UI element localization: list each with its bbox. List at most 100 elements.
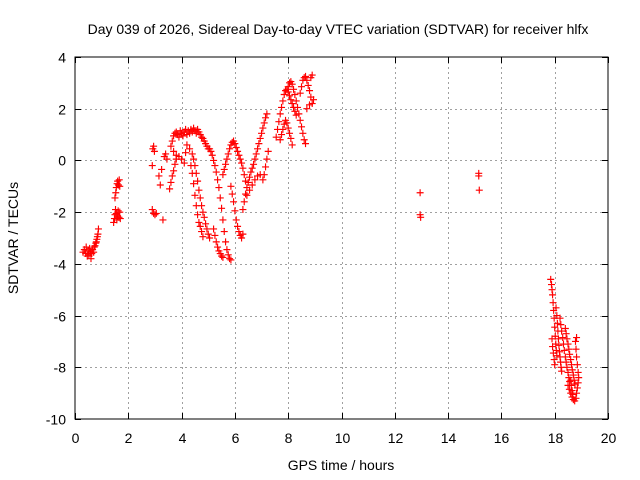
data-point: [565, 345, 573, 353]
data-point: [194, 177, 202, 185]
data-point: [224, 251, 232, 259]
data-point: [303, 105, 311, 113]
data-point: [234, 222, 242, 230]
data-point: [238, 234, 246, 242]
data-point: [275, 118, 283, 126]
data-point: [236, 155, 244, 163]
data-point: [187, 162, 195, 170]
data-point: [202, 220, 210, 228]
data-point: [547, 275, 555, 283]
data-point: [211, 162, 219, 170]
data-point: [190, 180, 198, 188]
axis-ticks: [75, 57, 609, 420]
data-point: [573, 384, 581, 392]
data-point: [573, 334, 581, 342]
data-point: [116, 215, 124, 223]
data-point: [571, 380, 579, 388]
data-point: [182, 149, 190, 157]
data-point: [206, 234, 214, 242]
y-axis-tick-labels: 4 2 0 -2 -4 -6 -8 -10: [46, 50, 66, 428]
data-point: [278, 131, 286, 139]
data-point: [559, 334, 567, 342]
data-point: [259, 176, 267, 184]
data-point: [302, 140, 310, 148]
y-tick-label: -8: [54, 360, 67, 376]
x-tick-label: 18: [548, 430, 564, 446]
data-point: [554, 335, 562, 343]
data-point: [198, 133, 206, 141]
data-point: [116, 208, 124, 216]
data-point: [259, 124, 267, 132]
data-point: [226, 255, 234, 263]
data-point: [148, 162, 156, 170]
data-point: [94, 225, 102, 233]
plot-area-frame: [74, 56, 609, 420]
chart-title: Day 039 of 2026, Sidereal Day-to-day VTE…: [88, 21, 589, 37]
data-point: [231, 207, 239, 215]
data-point: [214, 176, 222, 184]
data-point: [114, 207, 122, 215]
data-point: [227, 182, 235, 190]
data-point: [562, 358, 570, 366]
x-tick-label: 12: [388, 430, 404, 446]
data-point: [284, 124, 292, 132]
data-point: [210, 225, 218, 233]
data-point: [192, 202, 200, 210]
data-point: [548, 335, 556, 343]
data-point: [114, 181, 122, 189]
data-point: [195, 218, 203, 226]
data-point: [218, 204, 226, 212]
data-point: [573, 353, 581, 361]
data-point: [162, 150, 170, 158]
data-point: [568, 387, 576, 395]
data-point: [223, 155, 231, 163]
data-point: [82, 243, 90, 251]
data-point: [199, 233, 207, 241]
data-point: [558, 327, 566, 335]
data-point: [262, 114, 270, 122]
data-point: [151, 211, 159, 219]
data-point: [240, 171, 248, 179]
data-point: [196, 222, 204, 230]
data-point: [569, 390, 577, 398]
data-point: [561, 353, 569, 361]
data-point: [263, 110, 271, 118]
data-point: [83, 252, 91, 260]
data-point: [564, 340, 572, 348]
data-point: [212, 168, 220, 176]
data-point: [568, 366, 576, 374]
data-point: [200, 213, 208, 221]
y-tick-label: -4: [54, 257, 67, 273]
data-point: [228, 190, 236, 198]
data-point: [232, 216, 240, 224]
data-point: [163, 155, 171, 163]
data-point: [198, 228, 206, 236]
data-point: [292, 97, 300, 105]
data-point: [298, 123, 306, 131]
data-point: [306, 87, 314, 95]
data-point: [291, 90, 299, 98]
data-point: [286, 129, 294, 137]
x-tick-label: 20: [601, 430, 617, 446]
data-point: [561, 325, 569, 332]
x-axis-label: GPS time / hours: [288, 457, 395, 473]
data-point: [246, 173, 254, 181]
data-point: [231, 140, 239, 148]
data-point: [475, 172, 483, 180]
data-point: [278, 103, 286, 111]
data-point: [549, 299, 557, 307]
data-point: [290, 85, 298, 93]
data-point: [240, 198, 248, 206]
data-point: [222, 238, 230, 246]
data-point: [552, 304, 560, 312]
data-point: [170, 147, 178, 155]
data-point: [179, 132, 187, 140]
data-point: [294, 103, 302, 111]
data-point: [263, 155, 271, 163]
data-point: [299, 129, 307, 137]
data-point: [115, 213, 123, 221]
data-point: [158, 165, 166, 173]
data-point: [567, 361, 575, 369]
y-axis-label: SDTVAR / TECUs: [5, 182, 21, 294]
